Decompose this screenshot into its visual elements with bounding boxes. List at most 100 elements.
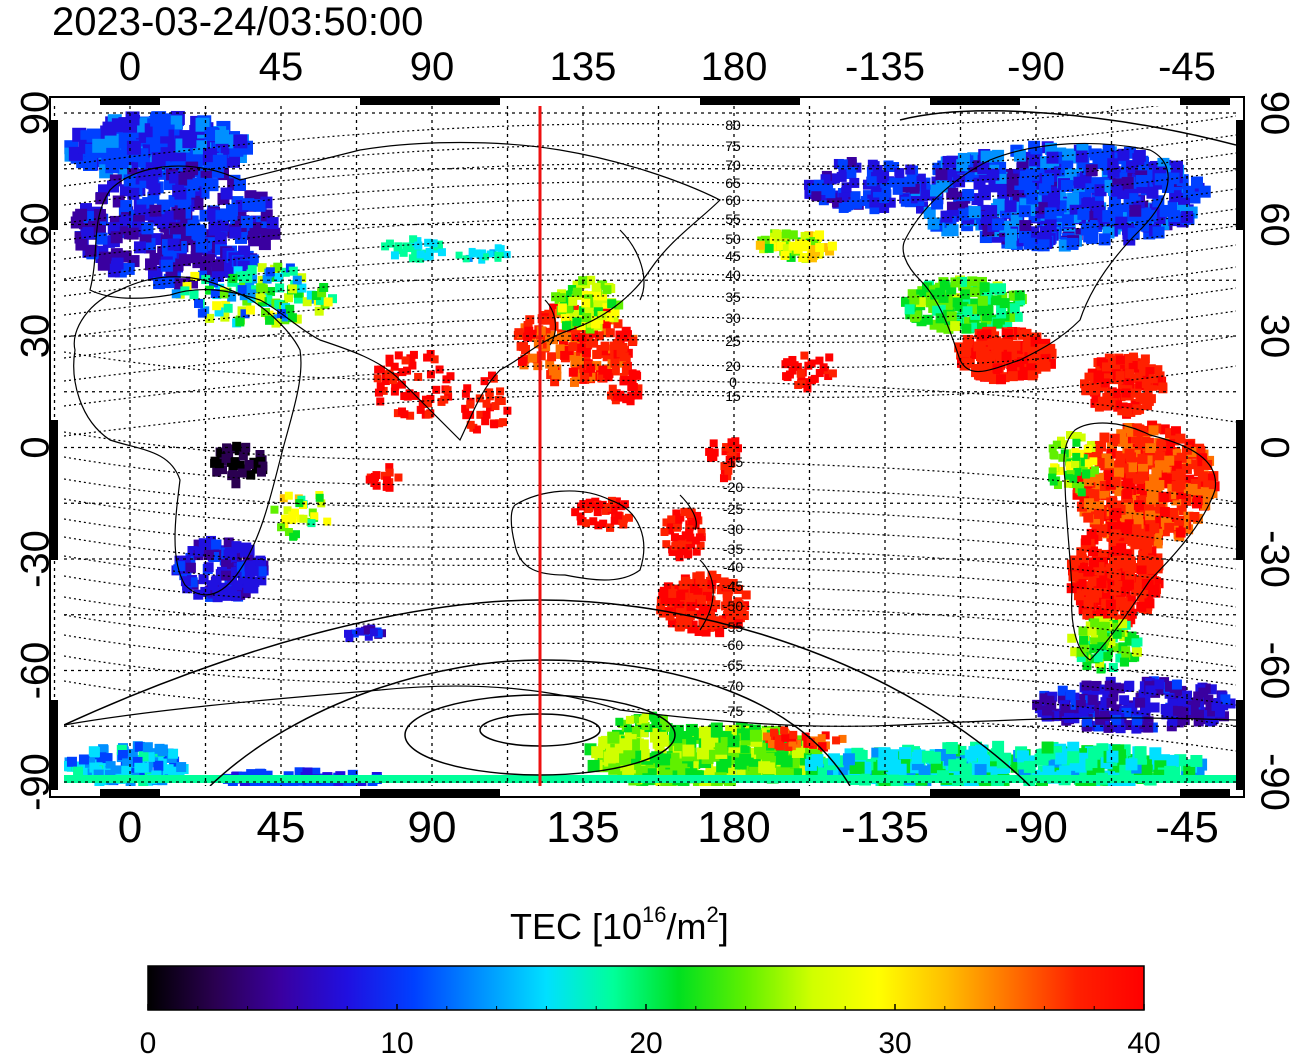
tec-patch bbox=[852, 761, 865, 774]
tec-patch bbox=[774, 734, 783, 743]
tec-patch bbox=[1139, 539, 1150, 550]
tec-patch bbox=[117, 749, 128, 760]
tec-patch bbox=[1176, 685, 1187, 696]
tec-patch bbox=[871, 184, 882, 195]
tec-patch bbox=[594, 521, 603, 530]
tec-patch bbox=[961, 323, 972, 334]
tec-patch bbox=[739, 753, 752, 766]
tec-patch bbox=[827, 753, 840, 766]
tec-patch bbox=[1131, 638, 1141, 648]
tec-patch bbox=[315, 493, 324, 502]
tec-patch bbox=[1030, 336, 1041, 347]
tec-patch bbox=[1144, 504, 1155, 515]
tec-patch bbox=[837, 159, 848, 170]
coastlines bbox=[64, 141, 1236, 727]
tec-patch bbox=[1198, 487, 1209, 498]
tec-patch bbox=[568, 342, 578, 352]
tec-patch bbox=[973, 363, 984, 374]
tec-patch bbox=[1130, 652, 1140, 662]
tec-patch bbox=[964, 352, 975, 363]
tec-patch bbox=[203, 562, 214, 573]
tec-patch bbox=[1107, 355, 1117, 365]
tec-patch bbox=[1195, 446, 1206, 457]
tec-patch bbox=[481, 417, 490, 426]
tec-patch bbox=[1133, 426, 1144, 437]
tec-patch bbox=[243, 583, 254, 594]
tec-patch bbox=[1055, 466, 1064, 475]
tec-patch bbox=[907, 289, 918, 300]
maglat-label: -40 bbox=[723, 559, 743, 575]
tec-patch bbox=[1070, 699, 1081, 710]
tec-patch bbox=[551, 292, 561, 302]
tec-patch bbox=[701, 737, 714, 750]
tec-patch bbox=[728, 449, 737, 458]
tec-patch bbox=[976, 276, 987, 287]
tec-patch bbox=[95, 232, 108, 245]
tec-patch bbox=[1099, 432, 1110, 443]
tec-patch bbox=[1045, 343, 1056, 354]
tec-patch bbox=[905, 164, 916, 175]
tec-patch bbox=[591, 282, 601, 292]
tec-patch bbox=[466, 400, 475, 409]
tec-patch bbox=[1208, 708, 1219, 719]
tec-patch bbox=[588, 302, 598, 312]
tec-patch bbox=[480, 377, 489, 386]
tec-patch bbox=[698, 615, 708, 625]
tec-patch bbox=[233, 266, 243, 276]
maglat-contour bbox=[64, 536, 1236, 608]
tec-patch bbox=[1046, 151, 1059, 164]
tec-patch bbox=[1124, 534, 1135, 545]
tec-patch bbox=[775, 742, 784, 751]
tec-patch bbox=[1132, 388, 1142, 398]
tec-patch bbox=[560, 314, 570, 324]
tec-patch bbox=[299, 514, 308, 523]
tec-patch bbox=[811, 191, 822, 202]
tec-patch bbox=[1088, 575, 1099, 586]
tec-patch bbox=[216, 219, 229, 232]
tec-patch bbox=[121, 765, 132, 776]
tec-patch bbox=[374, 629, 383, 638]
tec-patch bbox=[584, 307, 594, 317]
tec-patch bbox=[981, 329, 992, 340]
tec-patch bbox=[1048, 467, 1057, 476]
tec-patch bbox=[238, 245, 251, 258]
tec-patch bbox=[997, 292, 1008, 303]
tec-patch bbox=[793, 739, 802, 748]
tec-patch bbox=[437, 248, 446, 257]
maglat-contour bbox=[64, 634, 1236, 706]
tec-patch bbox=[1067, 633, 1077, 643]
tec-patch bbox=[927, 217, 940, 230]
tec-patch bbox=[1111, 714, 1122, 725]
tec-patch bbox=[406, 354, 415, 363]
tec-patch bbox=[1117, 436, 1128, 447]
tec-patch bbox=[695, 533, 704, 542]
tec-patch bbox=[1019, 220, 1032, 233]
tec-patch bbox=[793, 244, 803, 254]
tec-patch bbox=[930, 289, 941, 300]
tec-patch bbox=[698, 586, 708, 596]
frame-bar bbox=[1236, 700, 1244, 790]
tec-patch bbox=[866, 166, 877, 177]
tec-patch bbox=[1109, 622, 1119, 632]
tec-patch bbox=[580, 372, 590, 382]
tec-patch bbox=[1193, 691, 1204, 702]
tec-patch bbox=[1136, 484, 1147, 495]
tec-patch bbox=[1151, 530, 1162, 541]
tec-patch bbox=[156, 113, 171, 128]
tec-patch bbox=[310, 512, 319, 521]
tec-patch bbox=[242, 296, 252, 306]
tec-patch bbox=[879, 202, 890, 213]
tec-patch bbox=[726, 608, 736, 618]
tec-patch bbox=[1083, 486, 1094, 497]
tec-patch bbox=[634, 721, 643, 730]
tec-patch bbox=[943, 298, 954, 309]
tec-patch bbox=[610, 358, 620, 368]
tec-patch bbox=[634, 384, 643, 393]
tec-patch bbox=[1090, 618, 1100, 628]
tec-patch bbox=[1140, 764, 1153, 777]
tec-patch bbox=[987, 338, 998, 349]
tec-patch bbox=[237, 285, 247, 295]
tec-patch bbox=[1024, 182, 1037, 195]
tec-patch bbox=[284, 293, 294, 303]
tec-patch bbox=[1066, 470, 1075, 479]
